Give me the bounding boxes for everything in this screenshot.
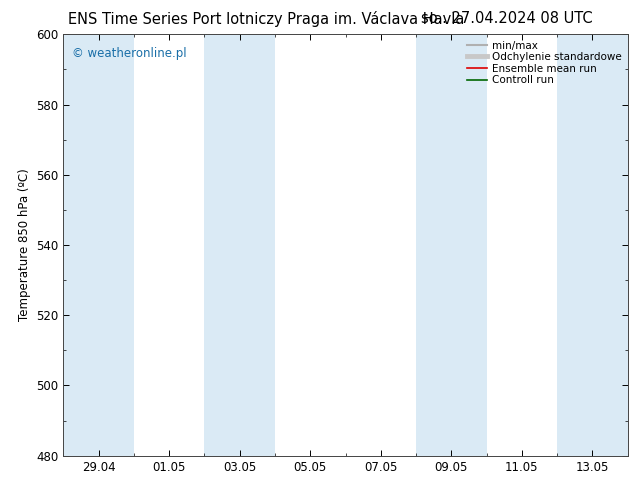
Bar <box>416 34 487 456</box>
Bar <box>204 34 275 456</box>
Bar <box>63 34 134 456</box>
Y-axis label: Temperature 850 hPa (ºC): Temperature 850 hPa (ºC) <box>18 169 30 321</box>
Text: © weatheronline.pl: © weatheronline.pl <box>72 47 186 60</box>
Bar <box>557 34 628 456</box>
Text: ENS Time Series Port lotniczy Praga im. Václava Havla: ENS Time Series Port lotniczy Praga im. … <box>68 11 465 27</box>
Legend: min/max, Odchylenie standardowe, Ensemble mean run, Controll run: min/max, Odchylenie standardowe, Ensembl… <box>462 36 626 89</box>
Text: so.. 27.04.2024 08 UTC: so.. 27.04.2024 08 UTC <box>422 11 593 26</box>
